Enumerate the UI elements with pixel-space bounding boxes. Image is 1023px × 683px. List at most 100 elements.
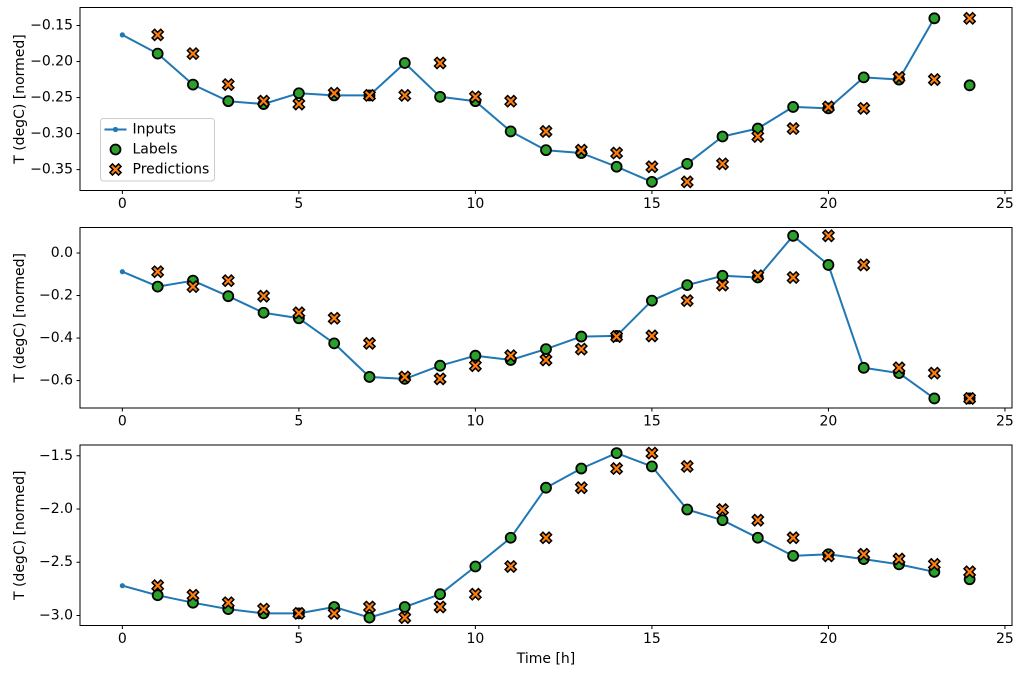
x-tick-label: 5 bbox=[294, 196, 303, 212]
predictions-marker bbox=[715, 278, 730, 292]
predictions-marker bbox=[221, 77, 235, 92]
subplot-3: 0 5 10 15 20 25 −1.5 −2.0 −2.5 −3.0 T (degC) [norm… bbox=[12, 444, 1014, 647]
labels-marker bbox=[363, 611, 376, 624]
labels-marker bbox=[434, 359, 446, 372]
predictions-marker bbox=[151, 579, 165, 593]
predictions-marker bbox=[539, 353, 553, 367]
predictions-marker bbox=[962, 565, 977, 579]
inputs-line bbox=[121, 452, 936, 619]
labels-marker bbox=[716, 269, 729, 282]
predictions-marker bbox=[962, 11, 977, 25]
predictions-marker bbox=[221, 596, 235, 610]
labels-marker bbox=[646, 175, 658, 188]
predictions-marker bbox=[715, 502, 730, 517]
labels-marker bbox=[504, 125, 517, 138]
subplot-2: 0 5 10 15 20 25 0.0 −0.2 −0.4 −0.6 T (degC) [norme… bbox=[12, 227, 1014, 430]
labels-marker bbox=[540, 144, 552, 157]
labels-marker bbox=[857, 361, 870, 374]
labels-marker bbox=[151, 589, 164, 602]
labels-marker bbox=[751, 531, 764, 544]
predictions-marker bbox=[398, 610, 412, 625]
labels-marker bbox=[822, 259, 835, 271]
predictions-marker bbox=[751, 129, 765, 144]
x-tick-label: 5 bbox=[294, 414, 303, 430]
y-tick-label: −0.4 bbox=[39, 330, 73, 346]
predictions-marker bbox=[362, 600, 377, 614]
predictions-marker bbox=[892, 552, 906, 566]
labels-marker bbox=[681, 279, 694, 292]
legend-item-label: Predictions bbox=[133, 162, 210, 178]
labels-marker bbox=[928, 392, 941, 405]
y-axis-label: T (degC) [normed] bbox=[12, 470, 28, 601]
predictions-marker bbox=[151, 28, 165, 42]
labels-marker bbox=[963, 79, 976, 92]
x-tick-label: 20 bbox=[820, 414, 838, 430]
predictions-marker bbox=[927, 72, 941, 87]
predictions-marker bbox=[574, 481, 588, 495]
y-tick-label: −0.30 bbox=[30, 126, 73, 142]
y-tick-label: −0.2 bbox=[39, 288, 73, 304]
predictions-marker bbox=[504, 559, 518, 574]
legend-box bbox=[100, 118, 215, 182]
legend-item-labels: Labels bbox=[109, 142, 178, 158]
labels-marker bbox=[787, 229, 800, 242]
y-tick-label: −1.5 bbox=[39, 448, 73, 464]
x-tick-label: 5 bbox=[294, 631, 303, 647]
legend-item-label: Inputs bbox=[133, 122, 177, 138]
y-tick-label: −3.0 bbox=[39, 607, 73, 623]
predictions-marker bbox=[468, 90, 483, 104]
labels-marker bbox=[716, 130, 729, 143]
predictions-marker bbox=[609, 146, 624, 160]
labels-marker bbox=[363, 371, 376, 383]
labels-marker bbox=[469, 560, 482, 573]
labels-marker bbox=[646, 294, 658, 307]
axes-frame bbox=[79, 444, 1013, 626]
labels-marker bbox=[151, 280, 164, 293]
labels-marker bbox=[928, 12, 941, 25]
predictions-marker bbox=[292, 606, 306, 621]
inputs-line bbox=[121, 17, 936, 183]
inputs-point-marker bbox=[119, 583, 125, 589]
labels-marker bbox=[681, 503, 694, 516]
predictions-marker bbox=[433, 372, 447, 386]
predictions-marker bbox=[539, 124, 553, 139]
predictions-marker bbox=[186, 46, 200, 61]
predictions-marker bbox=[857, 101, 871, 116]
inputs-point-marker bbox=[119, 32, 125, 38]
predictions-marker bbox=[327, 311, 341, 325]
predictions-marker bbox=[751, 513, 765, 527]
labels-marker bbox=[398, 601, 411, 613]
legend-x-sample bbox=[108, 162, 123, 177]
inputs-point-marker bbox=[119, 269, 125, 275]
axes-frame bbox=[79, 7, 1013, 191]
inputs-line bbox=[121, 234, 936, 400]
predictions-marker bbox=[927, 557, 941, 572]
x-tick-label: 0 bbox=[118, 631, 127, 647]
labels-marker bbox=[222, 290, 235, 303]
predictions-marker bbox=[256, 94, 271, 108]
subplot-1: 0 5 10 15 20 25 −0.15 −0.20 −0.25 −0.30 −0.35T (de… bbox=[12, 7, 1014, 212]
axes-frame bbox=[79, 227, 1013, 409]
predictions-marker bbox=[680, 175, 694, 189]
predictions-marker bbox=[151, 265, 165, 279]
predictions-marker bbox=[857, 547, 871, 561]
labels-marker bbox=[610, 447, 623, 459]
labels-marker bbox=[610, 160, 623, 173]
x-tick-label: 25 bbox=[996, 414, 1014, 430]
labels-marker bbox=[187, 78, 199, 91]
predictions-marker bbox=[504, 349, 518, 363]
labels-marker bbox=[434, 588, 446, 601]
predictions-marker bbox=[468, 359, 483, 373]
y-tick-label: −2.0 bbox=[39, 501, 73, 517]
predictions-marker bbox=[186, 588, 200, 602]
predictions-marker bbox=[539, 531, 553, 545]
predictions-marker bbox=[786, 121, 800, 136]
labels-marker bbox=[398, 57, 411, 69]
predictions-marker bbox=[398, 370, 412, 384]
y-tick-label: −0.35 bbox=[30, 162, 73, 178]
x-tick-label: 10 bbox=[466, 631, 484, 647]
predictions-marker bbox=[715, 157, 730, 171]
labels-marker bbox=[222, 95, 235, 108]
predictions-marker bbox=[221, 274, 235, 288]
legend-dot-sample bbox=[112, 126, 119, 133]
